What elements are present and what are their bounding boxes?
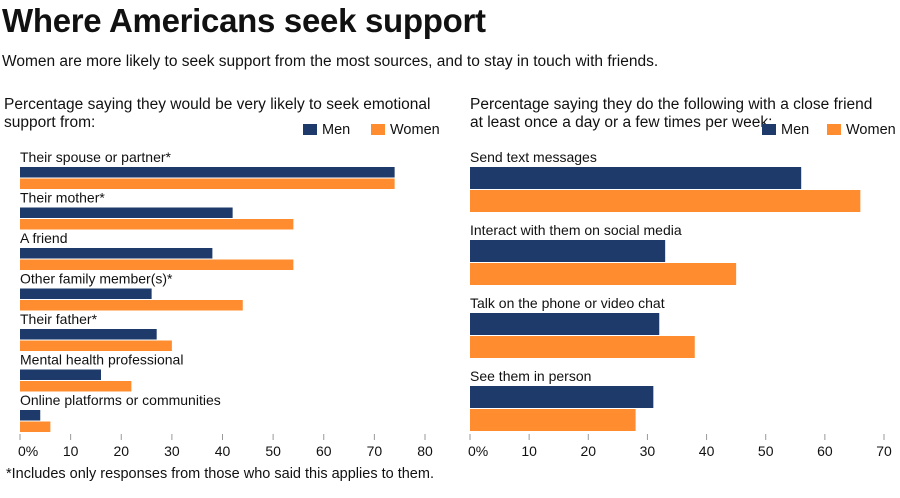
tick-label: 80 [417,443,433,459]
tick-label: 20 [580,443,596,459]
bar-women [20,219,294,230]
category-label: Mental health professional [20,352,183,368]
legend-swatch-women [827,124,841,135]
legend-swatch-men [762,124,776,135]
tick-label: 10 [63,443,79,459]
bar-women [470,409,636,431]
footnote: *Includes only responses from those who … [6,466,434,482]
bar-men [20,207,233,218]
bar-women [470,336,695,358]
chart-title-line: support from: [4,114,95,131]
page-title: Where Americans seek support [2,2,486,39]
tick-label: 60 [316,443,332,459]
page-subtitle: Women are more likely to seek support fr… [2,53,659,70]
bar-women [20,300,243,311]
bar-men [470,386,654,408]
bar-women [20,421,51,432]
bar-women [20,381,132,392]
tick-label: 50 [758,443,774,459]
tick-label: 40 [699,443,715,459]
legend-label-men: Men [781,122,809,138]
tick-label: 70 [876,443,892,459]
bar-women [20,259,294,270]
bar-men [470,313,660,335]
chart-title-line: Percentage saying they would be very lik… [4,96,431,113]
bar-men [470,167,802,189]
bar-women [20,178,395,189]
bar-men [20,248,213,259]
tick-label: 40 [215,443,231,459]
bar-men [20,167,395,178]
category-label: Their spouse or partner* [20,149,172,165]
category-label: See them in person [470,368,591,384]
category-label: Their father* [20,311,98,327]
bar-men [20,410,41,421]
tick-label: 20 [113,443,129,459]
chart-1: Percentage saying they would be very lik… [4,96,440,459]
category-label: Talk on the phone or video chat [470,295,665,311]
bar-men [470,240,666,262]
category-label: A friend [20,230,67,246]
bar-men [20,329,157,340]
legend-label-men: Men [322,122,350,138]
bar-men [20,288,152,299]
legend-swatch-women [371,124,385,135]
chart-2: Percentage saying they do the following … [468,96,896,459]
bar-women [470,190,861,212]
tick-label: 0% [18,443,38,459]
chart-title-line: Percentage saying they do the following … [470,96,872,113]
category-label: Online platforms or communities [20,392,221,408]
legend-label-women: Women [846,122,896,138]
tick-label: 30 [640,443,656,459]
category-label: Interact with them on social media [470,222,682,238]
chart-title-line: at least once a day or a few times per w… [470,114,772,131]
legend-swatch-men [303,124,317,135]
bar-women [20,340,172,351]
tick-label: 70 [367,443,383,459]
tick-label: 10 [521,443,537,459]
category-label: Their mother* [20,190,105,206]
legend-label-women: Women [390,122,440,138]
tick-label: 0% [468,443,488,459]
tick-label: 60 [817,443,833,459]
tick-label: 30 [164,443,180,459]
category-label: Other family member(s)* [20,271,173,287]
bar-men [20,369,101,380]
bar-women [470,263,737,285]
category-label: Send text messages [470,149,597,165]
tick-label: 50 [265,443,281,459]
